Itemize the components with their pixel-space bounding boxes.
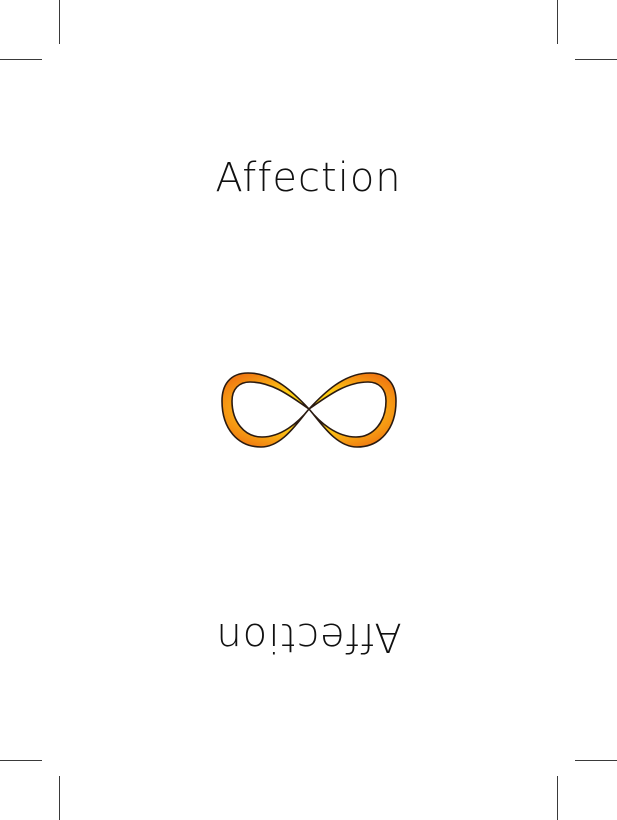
crop-mark-bottom-right-horizontal <box>575 760 617 761</box>
crop-mark-bottom-right-vertical <box>557 776 558 820</box>
crop-mark-top-right-horizontal <box>575 59 617 60</box>
crop-mark-top-right-vertical <box>557 0 558 44</box>
card-title-top: Affection <box>215 155 402 201</box>
crop-mark-bottom-left-horizontal <box>0 760 42 761</box>
infinity-band <box>221 372 397 448</box>
crop-mark-top-left-horizontal <box>0 59 42 60</box>
crop-mark-bottom-left-vertical <box>59 776 60 820</box>
crop-mark-top-left-vertical <box>59 0 60 44</box>
card-title-bottom: Affection <box>215 614 402 660</box>
infinity-icon <box>221 372 397 448</box>
